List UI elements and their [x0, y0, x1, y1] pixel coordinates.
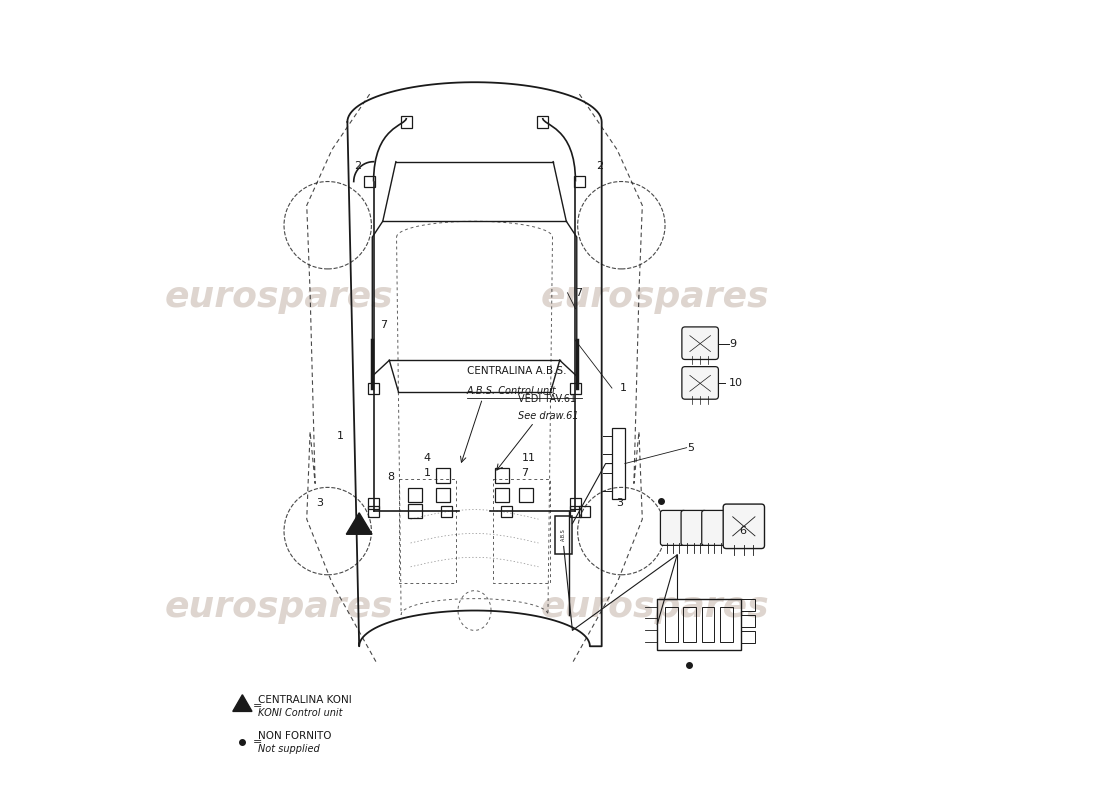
Bar [364, 176, 375, 187]
FancyBboxPatch shape [702, 510, 727, 546]
Bar [500, 506, 512, 517]
Text: 11: 11 [521, 453, 536, 463]
Text: eurospares: eurospares [540, 590, 769, 623]
FancyBboxPatch shape [682, 366, 718, 399]
Bar [570, 498, 581, 509]
Bar [519, 488, 534, 502]
Text: A.B.S. Control unit: A.B.S. Control unit [466, 386, 557, 396]
Bar [368, 506, 379, 517]
Polygon shape [233, 694, 252, 711]
Bar [408, 504, 422, 518]
Bar [574, 176, 585, 187]
Text: KONI Control unit: KONI Control unit [258, 708, 342, 718]
Text: 2: 2 [596, 161, 603, 170]
Polygon shape [346, 513, 372, 534]
Bar [436, 468, 450, 482]
FancyBboxPatch shape [681, 510, 706, 546]
Bar [368, 498, 379, 509]
Bar [658, 598, 740, 650]
Bar [570, 506, 581, 517]
Text: NON FORNITO: NON FORNITO [258, 731, 331, 741]
Text: CENTRALINA KONI: CENTRALINA KONI [258, 695, 352, 706]
Bar [400, 116, 411, 127]
Text: 1: 1 [424, 468, 431, 478]
Text: A.B.S: A.B.S [561, 529, 566, 542]
Text: eurospares: eurospares [165, 590, 394, 623]
Text: 1: 1 [620, 383, 627, 393]
FancyBboxPatch shape [660, 510, 686, 546]
Bar [554, 516, 572, 554]
Text: 7: 7 [575, 288, 583, 298]
Text: =: = [253, 701, 262, 711]
Bar [495, 488, 509, 502]
Bar [436, 488, 450, 502]
Bar [613, 428, 625, 499]
Bar [495, 468, 509, 482]
Text: eurospares: eurospares [540, 280, 769, 314]
Bar [740, 631, 755, 643]
Bar [580, 506, 591, 517]
Text: 7: 7 [521, 468, 528, 478]
Bar [441, 506, 452, 517]
Text: 3: 3 [317, 498, 323, 508]
FancyBboxPatch shape [682, 327, 718, 359]
Bar [537, 116, 548, 127]
Bar [702, 607, 715, 642]
Bar [740, 615, 755, 627]
Bar [368, 382, 379, 394]
Text: See draw.61: See draw.61 [518, 411, 579, 422]
Text: 7: 7 [379, 319, 387, 330]
Text: 2: 2 [354, 161, 361, 170]
Text: 9: 9 [728, 338, 736, 349]
Text: =: = [253, 737, 262, 746]
Text: eurospares: eurospares [165, 280, 394, 314]
Bar [408, 488, 422, 502]
Text: 8: 8 [387, 472, 394, 482]
Text: 6: 6 [739, 526, 746, 536]
Text: 10: 10 [728, 378, 743, 388]
FancyBboxPatch shape [723, 504, 764, 549]
Text: 1: 1 [337, 430, 343, 441]
Bar [683, 607, 696, 642]
Bar [666, 607, 678, 642]
Bar [720, 607, 733, 642]
Text: 5: 5 [688, 442, 694, 453]
Text: 4: 4 [424, 453, 431, 463]
Bar [740, 599, 755, 611]
Text: VEDI TAV.61: VEDI TAV.61 [518, 394, 576, 404]
Bar [570, 382, 581, 394]
Text: CENTRALINA A.B.S.: CENTRALINA A.B.S. [466, 366, 566, 376]
Text: 3: 3 [616, 498, 623, 508]
Text: Not supplied: Not supplied [258, 744, 320, 754]
